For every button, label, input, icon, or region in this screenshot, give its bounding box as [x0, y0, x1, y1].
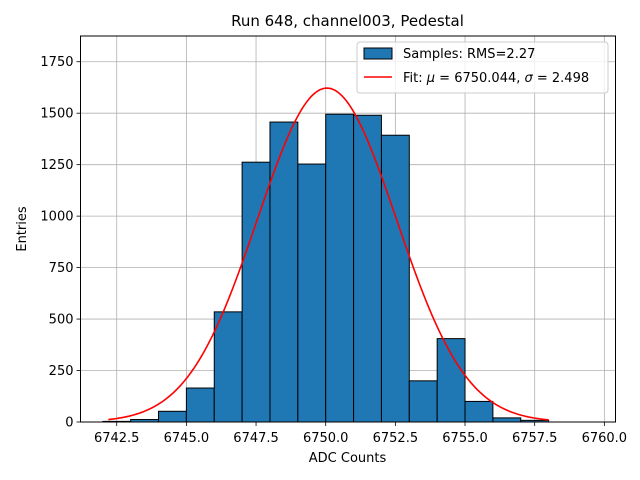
y-tick-label: 0 — [65, 416, 73, 431]
histogram-bar — [353, 114, 382, 423]
y-axis-label: Entries — [15, 206, 30, 252]
y-tick-label: 500 — [49, 313, 74, 328]
y-tick-label: 250 — [49, 364, 74, 379]
histogram-bar — [325, 113, 355, 423]
histogram-bar — [241, 161, 271, 423]
legend-histogram-label: Samples: RMS=2.27 — [403, 47, 535, 62]
x-tick-label: 6750.0 — [303, 431, 349, 446]
histogram-bar — [185, 387, 215, 423]
x-axis: 6742.5 6745.0 6747.5 6750.0 6752.5 6755.0 6757… — [94, 422, 627, 446]
plot-area — [80, 35, 616, 423]
histogram-bar — [492, 417, 522, 423]
legend-box — [356, 41, 609, 94]
histogram-bar — [158, 410, 187, 423]
x-tick-label: 6752.5 — [373, 431, 419, 446]
histogram-bar — [213, 311, 243, 423]
histogram-bar — [464, 400, 494, 423]
x-tick-label: 6757.5 — [512, 431, 558, 446]
y-tick-label: 750 — [49, 261, 74, 276]
x-tick-label: 6745.0 — [164, 431, 210, 446]
histogram-bar — [297, 163, 327, 423]
legend-fit-label: Fit: μ = 6750.044, σ = 2.498 — [403, 71, 589, 86]
fit-curve-line — [108, 87, 549, 421]
y-tick-label: 1250 — [40, 158, 73, 173]
histogram-bar — [380, 134, 410, 423]
x-axis-label: ADC Counts — [309, 451, 387, 466]
chart-title: Run 648, channel003, Pedestal — [231, 12, 464, 30]
y-axis: 0 250 500 750 1000 1250 1500 1750 — [40, 55, 81, 431]
y-tick-label: 1500 — [40, 107, 73, 122]
x-tick-label: 6755.0 — [442, 431, 488, 446]
legend-histogram-swatch — [363, 47, 393, 60]
y-tick-label: 1000 — [40, 210, 73, 225]
x-tick-label: 6747.5 — [233, 431, 279, 446]
legend: Samples: RMS=2.27 Fit: μ = 6750.044, σ =… — [356, 41, 609, 94]
histogram-bar — [269, 121, 299, 423]
histogram-bar — [436, 338, 466, 423]
x-tick-label: 6760.0 — [582, 431, 628, 446]
y-tick-label: 1750 — [40, 55, 73, 70]
histogram-bars — [102, 113, 550, 423]
histogram-bar — [408, 380, 438, 423]
axes-frame — [80, 35, 616, 423]
x-tick-label: 6742.5 — [94, 431, 140, 446]
